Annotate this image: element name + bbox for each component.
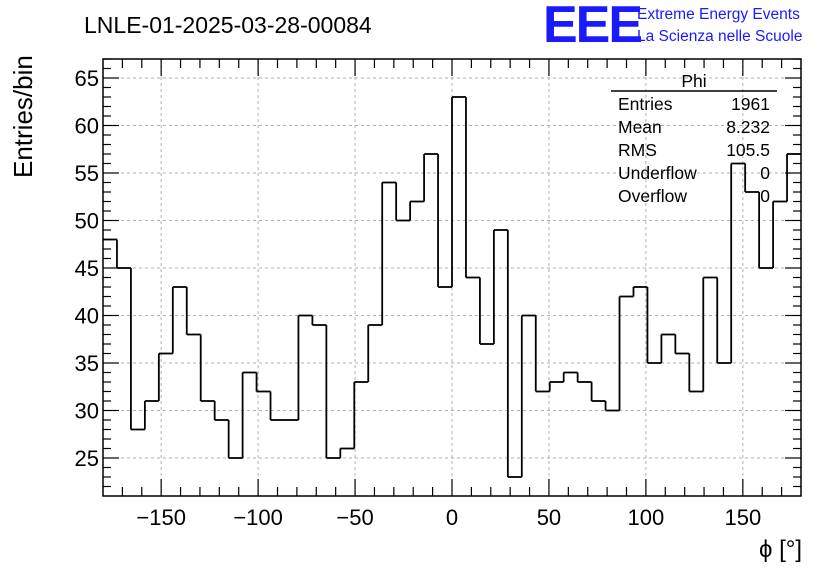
x-tick-label-5: 100 (628, 505, 665, 530)
stats-box: Phi Entries 1961 Mean 8.232 RMS 105.5 Underflo… (611, 71, 777, 206)
stats-label-overflow: Overflow (618, 186, 687, 206)
tick-labels: −150 −100 −50 0 50 100 150 25 30 35 40 45 50 55 60 65 (75, 66, 762, 530)
stats-label-mean: Mean (618, 117, 662, 137)
y-tick-label-2: 35 (75, 351, 99, 376)
y-tick-label-4: 45 (75, 256, 99, 281)
y-tick-label-8: 65 (75, 66, 99, 91)
stats-value-rms: 105.5 (726, 140, 770, 160)
x-axis-label: ϕ [°] (759, 536, 802, 563)
eee-logo: EEE (543, 0, 641, 54)
plot-frame (102, 58, 802, 497)
y-tick-label-0: 25 (75, 446, 99, 471)
x-tick-label-4: 50 (537, 505, 561, 530)
run-title: LNLE-01-2025-03-28-00084 (84, 12, 372, 38)
logo-line-2: La Scienza nelle Scuole (637, 28, 802, 45)
y-tick-label-5: 50 (75, 209, 99, 234)
stats-label-underflow: Underflow (618, 163, 697, 183)
x-tick-label-1: −100 (233, 505, 283, 530)
stats-value-underflow: 0 (760, 163, 770, 183)
histogram-bars (103, 96, 801, 478)
stats-value-entries: 1961 (731, 94, 770, 114)
stats-value-overflow: 0 (760, 186, 770, 206)
stats-title: Phi (681, 71, 706, 91)
logo-line-1: Extreme Energy Events (637, 6, 800, 23)
x-tick-label-0: −150 (136, 505, 186, 530)
y-tick-label-1: 30 (75, 399, 99, 424)
y-tick-label-7: 60 (75, 114, 99, 139)
axis-ticks (103, 58, 801, 496)
stats-value-mean: 8.232 (726, 117, 770, 137)
y-tick-label-3: 40 (75, 304, 99, 329)
x-tick-label-3: 0 (446, 505, 458, 530)
x-tick-label-6: 150 (724, 505, 761, 530)
x-tick-label-2: −50 (336, 505, 373, 530)
stats-label-rms: RMS (618, 140, 657, 160)
stats-label-entries: Entries (618, 94, 673, 114)
y-tick-label-6: 55 (75, 161, 99, 186)
y-axis-label: Entries/bin (8, 55, 38, 178)
